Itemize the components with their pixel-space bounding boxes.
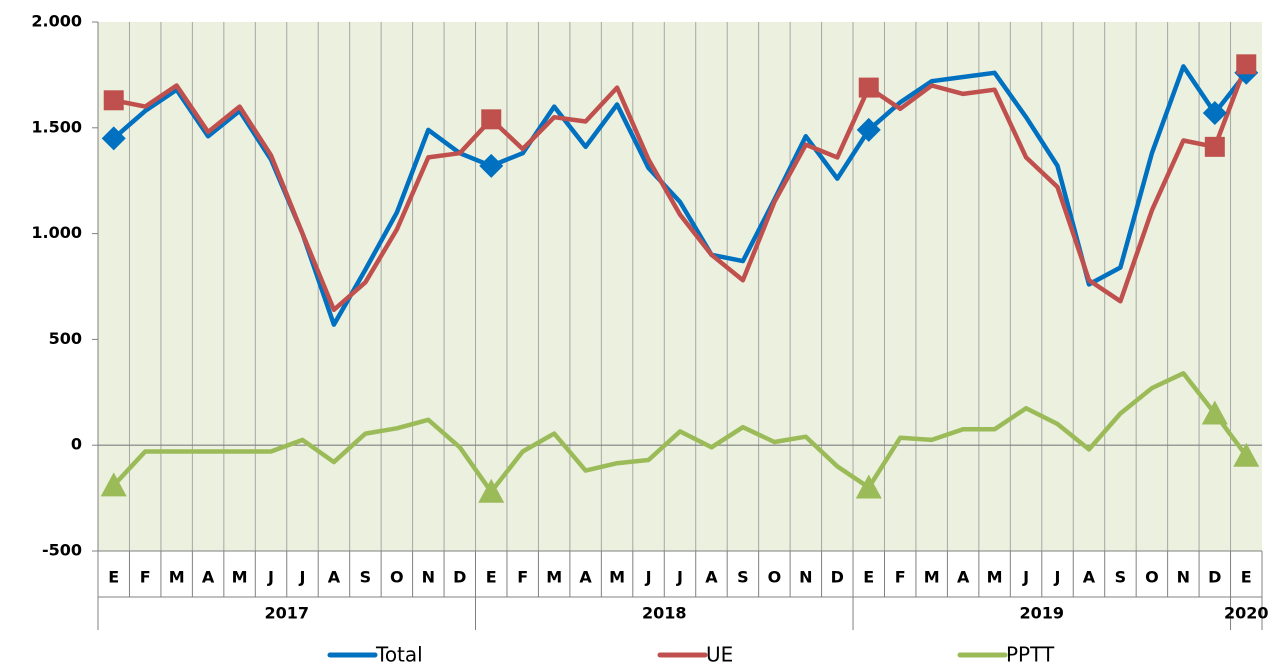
x-tick-label: F bbox=[517, 568, 528, 587]
y-tick-label: 0 bbox=[71, 435, 82, 454]
x-tick-label: J bbox=[676, 568, 683, 587]
legend-label: UE bbox=[706, 643, 733, 667]
y-tick-label: -500 bbox=[42, 541, 82, 560]
x-tick-label: O bbox=[390, 568, 404, 587]
x-tick-label: D bbox=[1208, 568, 1221, 587]
x-tick-label: A bbox=[1083, 568, 1096, 587]
x-tick-label: D bbox=[831, 568, 844, 587]
marker bbox=[101, 126, 126, 151]
x-tick-label: S bbox=[1115, 568, 1127, 587]
x-tick-label: A bbox=[579, 568, 592, 587]
marker bbox=[481, 109, 502, 130]
x-tick-label: M bbox=[546, 568, 562, 587]
x-tick-label: E bbox=[863, 568, 874, 587]
marker bbox=[858, 77, 879, 98]
x-group-label: 2020 bbox=[1224, 604, 1269, 623]
x-tick-label: N bbox=[799, 568, 812, 587]
x-tick-label: M bbox=[924, 568, 940, 587]
x-tick-label: M bbox=[609, 568, 625, 587]
y-tick-label: 500 bbox=[49, 329, 82, 348]
x-group-label: 2017 bbox=[264, 604, 309, 623]
x-tick-label: M bbox=[169, 568, 185, 587]
plot-area bbox=[98, 22, 1262, 551]
x-tick-label: M bbox=[987, 568, 1003, 587]
marker bbox=[100, 472, 127, 497]
x-tick-label: S bbox=[737, 568, 749, 587]
y-tick-label: 1.500 bbox=[31, 117, 82, 136]
marker bbox=[1202, 100, 1227, 125]
line-series bbox=[113, 63, 1249, 313]
marker bbox=[1201, 400, 1228, 425]
legend-label: Total bbox=[375, 643, 423, 667]
marker bbox=[478, 478, 505, 503]
x-tick-label: E bbox=[1241, 568, 1252, 587]
line-series bbox=[112, 371, 1249, 495]
x-tick-label: J bbox=[1022, 568, 1029, 587]
x-tick-label: J bbox=[1054, 568, 1061, 587]
x-tick-label: D bbox=[453, 568, 466, 587]
x-tick-label: O bbox=[768, 568, 782, 587]
x-tick-label: A bbox=[202, 568, 215, 587]
x-tick-label: A bbox=[705, 568, 718, 587]
x-tick-label: A bbox=[957, 568, 970, 587]
marker bbox=[1236, 54, 1257, 75]
x-tick-label: J bbox=[645, 568, 652, 587]
x-tick-label: M bbox=[232, 568, 248, 587]
marker bbox=[1233, 442, 1260, 467]
legend-label: PPTT bbox=[1006, 643, 1055, 667]
x-tick-label: F bbox=[140, 568, 151, 587]
y-tick-label: 1.000 bbox=[31, 223, 82, 242]
marker bbox=[479, 153, 504, 178]
x-tick-label: S bbox=[360, 568, 372, 587]
x-tick-label: F bbox=[895, 568, 906, 587]
x-tick-label: E bbox=[486, 568, 497, 587]
x-tick-label: J bbox=[299, 568, 306, 587]
x-tick-label: N bbox=[1177, 568, 1190, 587]
marker bbox=[1204, 136, 1225, 157]
marker bbox=[856, 117, 881, 142]
x-tick-label: A bbox=[328, 568, 341, 587]
x-tick-label: E bbox=[108, 568, 119, 587]
marker bbox=[855, 474, 882, 499]
x-tick-label: O bbox=[1145, 568, 1159, 587]
marker bbox=[103, 90, 124, 111]
x-group-label: 2019 bbox=[1020, 604, 1065, 623]
x-tick-label: J bbox=[267, 568, 274, 587]
y-tick-label: 2.000 bbox=[31, 12, 82, 31]
x-tick-label: N bbox=[422, 568, 435, 587]
x-group-label: 2018 bbox=[642, 604, 687, 623]
